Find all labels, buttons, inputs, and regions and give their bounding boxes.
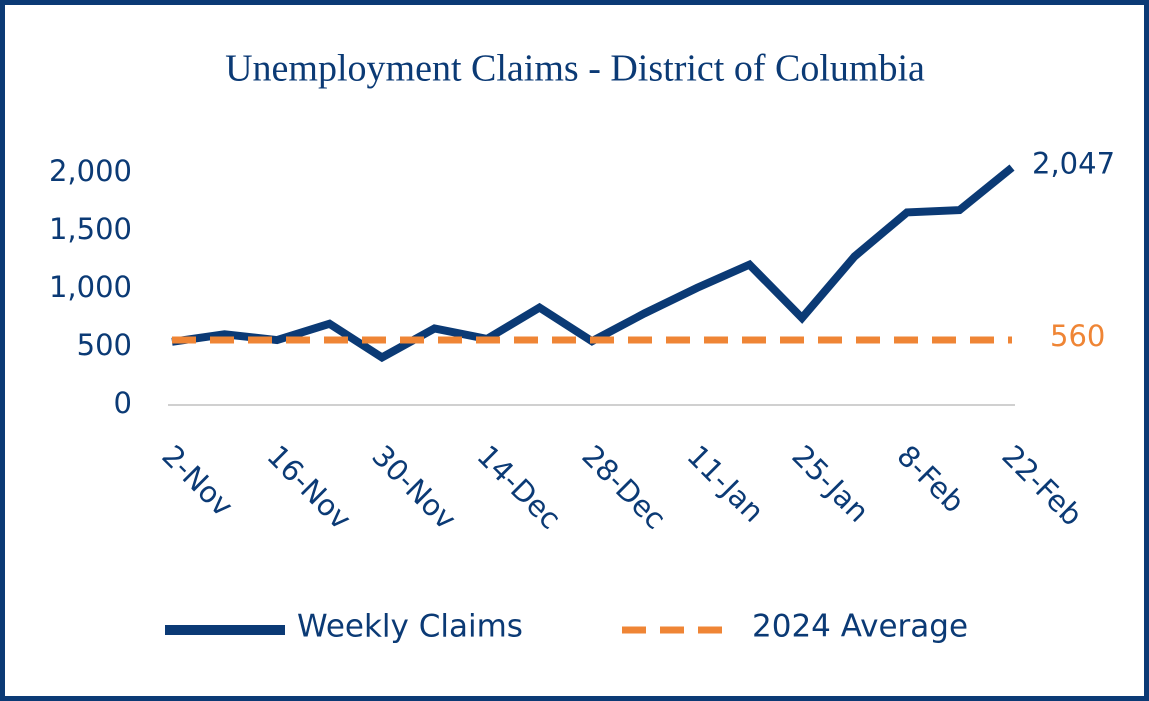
y-tick-label: 500 (77, 328, 132, 362)
data-label: 560 (1050, 319, 1105, 353)
legend-label: Weekly Claims (297, 609, 523, 645)
y-tick-label: 1,500 (49, 212, 132, 246)
chart-title: Unemployment Claims - District of Columb… (225, 48, 925, 90)
data-label: 2,047 (1032, 147, 1115, 181)
y-tick-label: 0 (114, 386, 132, 420)
legend-label: 2024 Average (752, 609, 968, 645)
y-tick-label: 1,000 (49, 270, 132, 304)
y-tick-label: 2,000 (49, 154, 132, 188)
